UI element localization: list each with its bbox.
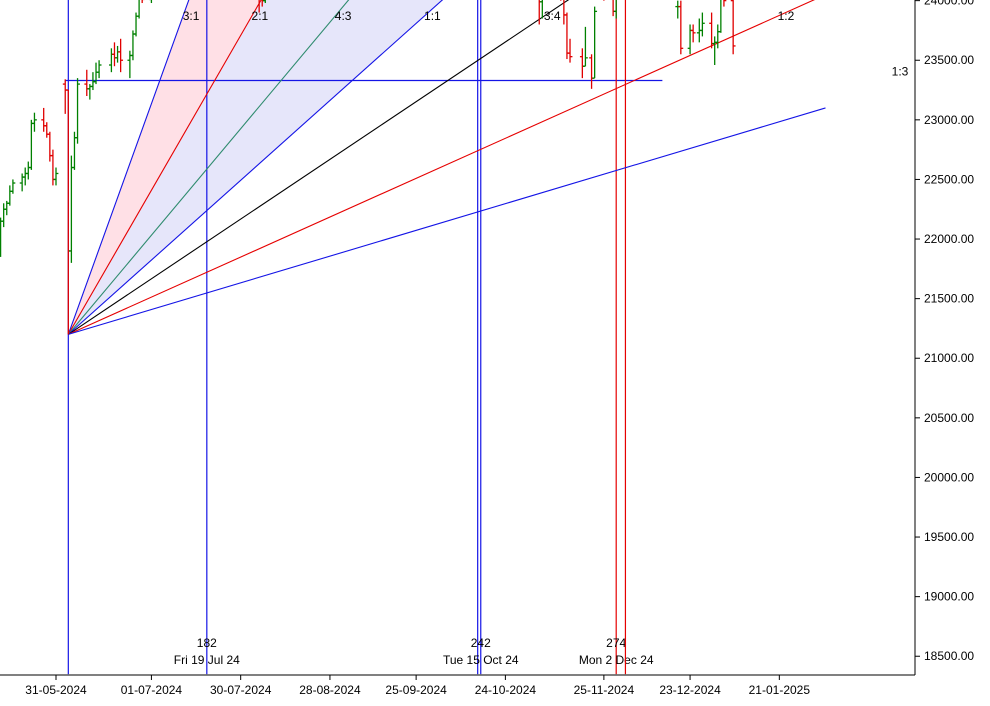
y-tick-label: 23000.00 [924,113,974,127]
y-tick-label: 24000.00 [924,0,974,8]
candle [118,38,124,73]
x-axis: 31-05-2024 01-07-2024 30-07-2024 28-08-2024… [0,674,915,697]
fan-line [67,0,350,335]
candles [0,0,736,335]
y-axis: 29500.0029000.0028500.0028000.0027500.00… [914,0,974,675]
candle [75,78,80,144]
x-tick-label: 28-08-2024 [299,683,361,697]
candle [539,0,543,19]
vertical-marker-number: 242 [471,636,491,650]
candle [690,24,696,43]
candle [262,0,266,4]
candle [592,6,598,79]
vertical-marker-number: 274 [606,636,626,650]
candle [10,179,16,194]
y-tick-label: 18500.00 [924,649,974,663]
fan-line-label: 3:4 [544,9,561,23]
candle [258,0,260,13]
vertical-marker-number: 182 [197,636,217,650]
candle [32,112,37,132]
fan-line [68,107,826,335]
vertical-marker-date-label: Tue 15 Oct 24 [443,653,519,667]
y-tick-label: 20000.00 [924,470,974,484]
fan-line [67,0,262,335]
y-tick-label: 21500.00 [924,292,974,306]
x-tick-label: 25-11-2024 [574,683,635,697]
candle [53,167,59,186]
fan-fill-blue [68,0,915,335]
candle [678,0,684,55]
y-tick-label: 19500.00 [924,530,974,544]
fan-line [67,0,444,335]
candle [730,0,736,55]
fan-line [68,0,570,335]
candle [613,0,617,19]
vertical-marker-date-label: Mon 2 Dec 24 [579,653,654,667]
plot-area: 182 Fri 19 Jul 24 242 Tue 15 Oct 24 274 Mon 2… [0,0,915,675]
candle [718,0,722,33]
fan-line-label: 1:2 [778,9,795,23]
y-tick-label: 20500.00 [924,411,974,425]
x-tick-label: 31-05-2024 [25,683,87,697]
x-tick-label: 24-10-2024 [475,683,537,697]
y-tick-label: 21000.00 [924,351,974,365]
x-tick-label: 25-09-2024 [385,683,447,697]
candle [96,60,102,79]
fan-line-label: 2:1 [252,9,269,23]
fan-line [68,0,815,335]
candle [723,0,727,7]
candle [136,0,140,19]
fan-line [67,0,190,335]
vertical-marker-date-label: Fri 19 Jul 24 [174,653,240,667]
y-tick-label: 23500.00 [924,53,974,67]
fan-line-label: 3:1 [183,9,200,23]
candle [699,12,705,37]
fan-line-label: 4:3 [335,9,352,23]
x-tick-label: 30-07-2024 [210,683,272,697]
candle [583,26,588,67]
x-tick-label: 23-12-2024 [659,683,721,697]
y-tick-label: 22500.00 [924,172,974,186]
fan-line-label: 1:1 [424,9,441,23]
y-tick-label: 19000.00 [924,590,974,604]
x-tick-label: 01-07-2024 [121,683,183,697]
y-tick-label: 22000.00 [924,232,974,246]
x-tick-label: 21-01-2025 [749,683,811,697]
candle [567,38,573,63]
fan-line-label: 1:3 [892,65,909,79]
